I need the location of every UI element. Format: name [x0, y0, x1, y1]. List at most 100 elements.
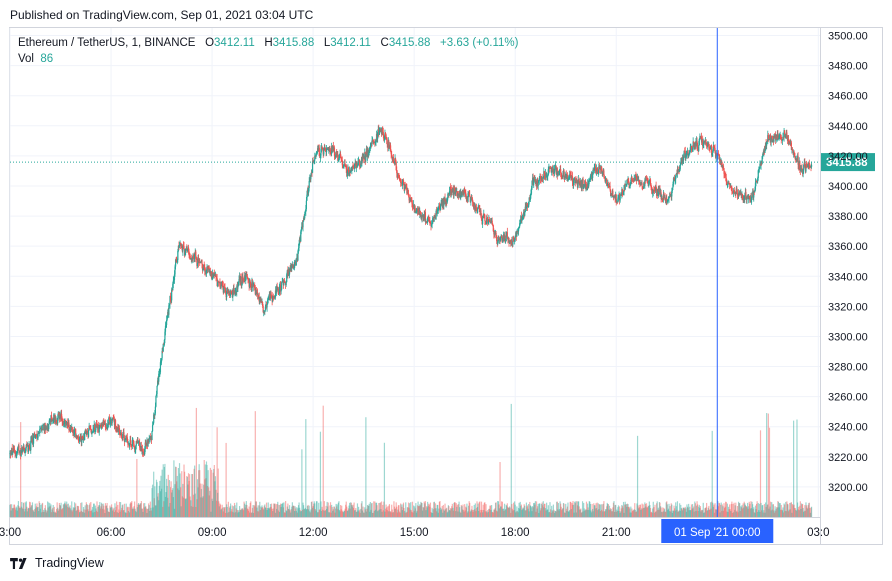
volume-bar — [354, 509, 356, 517]
candle-body — [411, 201, 413, 204]
volume-bar — [652, 508, 654, 517]
volume-bar — [573, 512, 575, 517]
candle-body — [401, 183, 403, 186]
volume-bar — [465, 506, 467, 517]
volume-bar — [313, 501, 315, 517]
volume-bar — [527, 508, 529, 517]
volume-bar — [629, 508, 631, 517]
volume-bar — [178, 490, 180, 517]
volume-bar — [11, 504, 13, 517]
volume-bar — [215, 489, 217, 517]
candle-body — [603, 170, 605, 178]
volume-bar — [653, 507, 655, 517]
candle-body — [478, 206, 480, 209]
volume-bar — [514, 504, 516, 517]
volume-bar — [517, 507, 520, 517]
volume-bar — [48, 506, 50, 517]
candle-body — [274, 290, 277, 298]
volume-bar — [369, 501, 371, 517]
candle-body — [178, 245, 181, 247]
volume-bar — [252, 505, 254, 517]
volume-bar — [581, 512, 583, 517]
volume-bar — [390, 512, 392, 517]
candle-body — [302, 221, 304, 228]
volume-bar — [627, 504, 629, 517]
volume-bar — [577, 501, 579, 517]
candle-body — [34, 435, 36, 438]
candle-body — [691, 149, 694, 151]
candle-body — [402, 180, 405, 183]
volume-bar — [570, 509, 572, 517]
candle-body — [592, 168, 594, 174]
volume-bar — [78, 509, 80, 517]
tradingview-brand[interactable]: TradingView — [10, 556, 104, 570]
volume-bar — [704, 508, 706, 517]
candle-body — [771, 135, 773, 143]
volume-bar — [210, 511, 212, 517]
volume-bar — [415, 503, 417, 517]
volume-bar — [410, 502, 412, 517]
candle-body — [686, 153, 688, 155]
volume-bar — [796, 502, 799, 517]
volume-bar — [401, 506, 403, 517]
volume-bar — [234, 505, 236, 517]
volume-bar — [640, 508, 643, 517]
volume-bar — [451, 506, 453, 517]
volume-bar — [766, 504, 768, 517]
crosshair-time-label: 01 Sep '21 00:00 — [674, 527, 761, 539]
candle-body — [82, 439, 84, 441]
volume-bar — [681, 510, 684, 517]
volume-bar — [341, 510, 343, 517]
volume-bar — [180, 487, 182, 517]
volume-bar — [55, 512, 57, 517]
volume-bar — [601, 509, 603, 517]
volume-bar — [415, 512, 418, 517]
volume-bar — [531, 506, 534, 517]
volume-bar — [443, 509, 445, 517]
y-tick-label: 3200.00 — [828, 482, 868, 494]
candle-body — [213, 273, 215, 276]
volume-bar — [131, 501, 133, 517]
volume-bar — [212, 472, 214, 517]
volume-bar — [151, 488, 153, 517]
volume-bar — [700, 510, 703, 517]
candle-body — [315, 151, 318, 154]
volume-bar — [538, 512, 540, 517]
candle-body — [20, 449, 22, 456]
volume-bar — [355, 511, 357, 517]
candle-body — [708, 144, 710, 148]
candle-body — [87, 429, 90, 437]
volume-bar — [461, 509, 464, 517]
candle-body — [226, 292, 228, 298]
volume-bar — [637, 505, 639, 517]
candle-body — [37, 433, 39, 438]
volume-bar — [229, 506, 231, 517]
volume-bar — [723, 508, 726, 517]
volume-bar — [129, 503, 131, 517]
volume-bar — [327, 506, 329, 517]
candle-body — [582, 179, 584, 188]
volume-bar — [12, 507, 14, 517]
candle-body — [495, 232, 497, 236]
volume-bar — [141, 508, 143, 517]
candle-body — [352, 166, 354, 167]
volume-bar — [474, 503, 476, 517]
volume-bar — [21, 501, 23, 517]
volume-bar — [273, 503, 275, 517]
volume-bar — [602, 511, 604, 517]
candle-body — [362, 154, 364, 159]
candle-body — [220, 285, 222, 288]
volume-bar — [158, 485, 160, 517]
volume-bar — [315, 501, 318, 517]
volume-bar — [348, 505, 350, 517]
candle-body — [12, 448, 14, 452]
volume-bar — [95, 508, 97, 517]
volume-bar — [275, 504, 277, 517]
volume-bar — [268, 508, 270, 517]
candle-body — [142, 451, 145, 454]
candle-body — [521, 219, 523, 221]
volume-bar — [668, 503, 670, 517]
candle-body — [440, 202, 442, 206]
candle-body — [780, 134, 782, 139]
